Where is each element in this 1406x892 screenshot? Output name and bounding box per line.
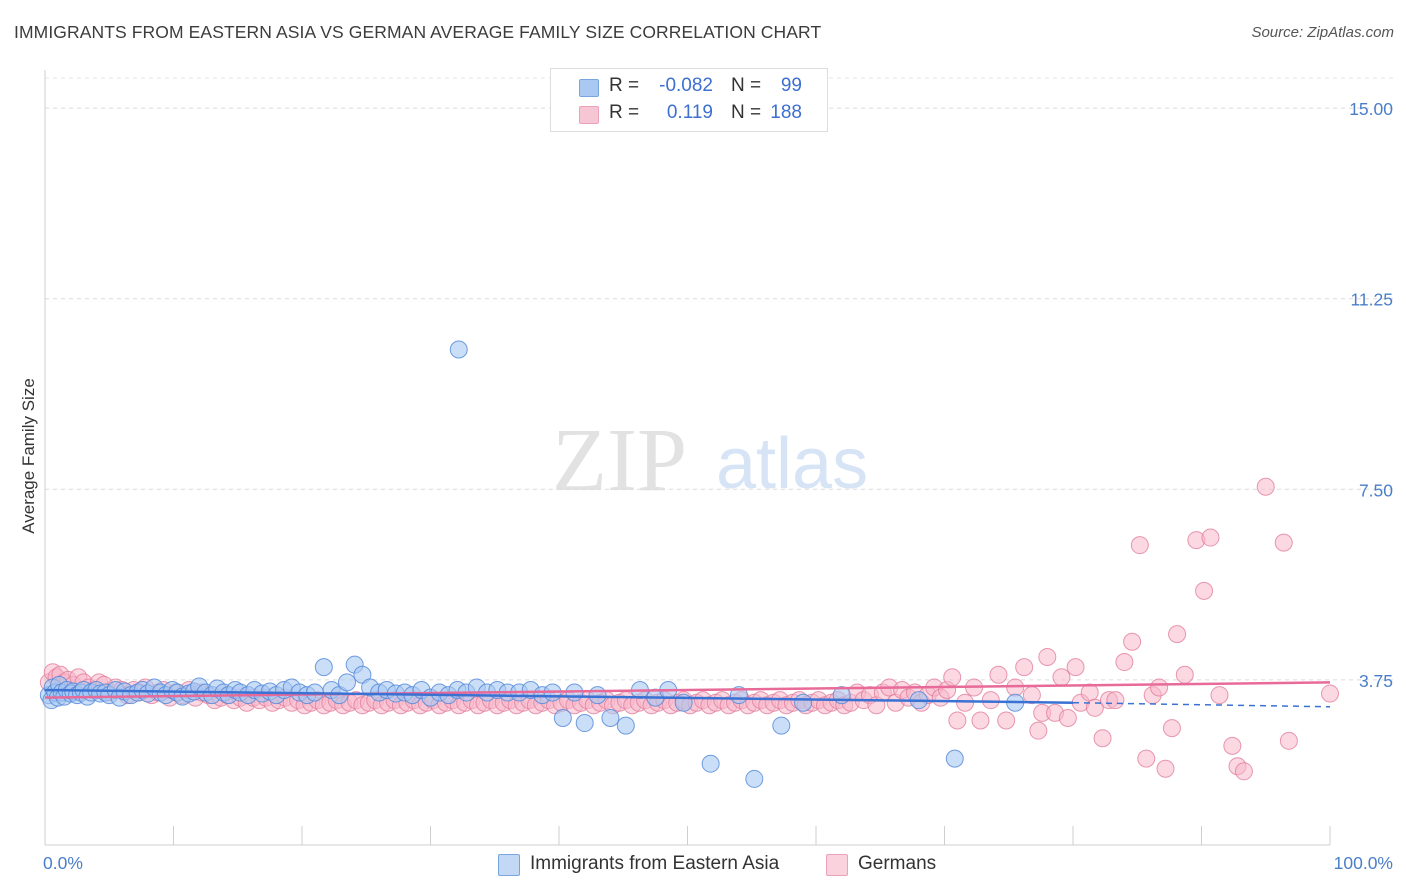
- data-point-germans: [1201, 528, 1220, 547]
- axes: [44, 70, 1331, 846]
- watermark: ZIP atlas: [552, 411, 868, 510]
- data-point-germans: [1006, 678, 1025, 697]
- y-tick-label: 7.50: [1359, 480, 1393, 500]
- data-point-germans: [948, 711, 967, 730]
- data-point-germans: [1093, 729, 1112, 748]
- trend-line-immigrants: [44, 688, 1074, 704]
- data-point-germans: [956, 693, 975, 712]
- data-point-immigrants: [745, 769, 764, 788]
- data-point-immigrants: [314, 658, 333, 677]
- data-point-germans: [971, 711, 990, 730]
- bottom-legend-swatch-pink: [826, 854, 848, 876]
- legend-r-value: -0.082: [659, 75, 713, 96]
- chart-source: Source: ZipAtlas.com: [1251, 24, 1394, 41]
- data-point-germans: [1168, 625, 1187, 644]
- data-point-immigrants: [553, 708, 572, 727]
- legend-row-germans: R = 0.119 N = 188: [551, 101, 827, 127]
- trend-lines: [44, 681, 1331, 708]
- data-point-immigrants: [575, 714, 594, 733]
- data-point-immigrants: [588, 686, 607, 705]
- trend-line-germans: [44, 681, 1331, 699]
- data-point-germans: [1123, 632, 1142, 651]
- data-point-germans: [1223, 736, 1242, 755]
- legend-swatch-pink: [579, 106, 599, 124]
- bottom-legend-label: Immigrants from Eastern Asia: [530, 853, 780, 874]
- data-point-germans: [1137, 749, 1156, 768]
- series-germans: [39, 477, 1339, 781]
- data-point-immigrants: [601, 708, 620, 727]
- data-point-immigrants: [945, 749, 964, 768]
- data-point-germans: [943, 668, 962, 687]
- data-point-immigrants: [616, 716, 635, 735]
- data-point-germans: [981, 691, 1000, 710]
- data-point-germans: [1130, 536, 1149, 555]
- grid-lines: [45, 77, 1395, 681]
- tick-labels: 3.75 7.50 11.25 15.00 0.0% 100.0%: [43, 99, 1393, 873]
- data-point-germans: [1175, 665, 1194, 684]
- data-point-germans: [1256, 477, 1275, 496]
- data-point-germans: [1115, 653, 1134, 672]
- data-point-germans: [1106, 691, 1125, 710]
- data-point-germans: [1195, 581, 1214, 600]
- x-tick-label: 0.0%: [43, 853, 83, 873]
- legend-row-immigrants: R = -0.082 N = 99: [551, 74, 827, 100]
- data-point-germans: [989, 665, 1008, 684]
- data-point-germans: [1150, 678, 1169, 697]
- series-immigrants-eastern-asia: [39, 340, 1025, 788]
- legend-r-label: R =: [609, 102, 640, 123]
- data-point-immigrants: [449, 340, 468, 359]
- data-point-germans: [1080, 683, 1099, 702]
- legend-n-value: 188: [770, 102, 802, 123]
- legend-r-label: R =: [609, 75, 640, 96]
- y-axis-label: Average Family Size: [19, 378, 38, 534]
- data-point-germans: [1279, 731, 1298, 750]
- data-point-germans: [1052, 668, 1071, 687]
- trend-line-immigrants-extension: [1072, 701, 1331, 708]
- y-tick-label: 11.25: [1351, 290, 1394, 310]
- data-point-germans: [1015, 658, 1034, 677]
- data-point-germans: [1038, 647, 1057, 666]
- data-point-immigrants: [337, 673, 356, 692]
- data-point-germans: [997, 711, 1016, 730]
- data-point-germans: [1234, 762, 1253, 781]
- data-point-germans: [1066, 658, 1085, 677]
- legend-n-label: N =: [731, 102, 762, 123]
- data-point-immigrants: [701, 754, 720, 773]
- chart-title: IMMIGRANTS FROM EASTERN ASIA VS GERMAN A…: [14, 22, 822, 42]
- x-tick-label: 100.0%: [1334, 853, 1393, 873]
- legend-n-value: 99: [780, 75, 802, 96]
- data-point-germans: [1321, 684, 1339, 703]
- data-point-immigrants: [794, 693, 813, 712]
- data-point-germans: [1058, 708, 1077, 727]
- data-point-immigrants: [772, 716, 791, 735]
- data-point-germans: [1029, 721, 1048, 740]
- data-point-germans: [1210, 686, 1229, 705]
- data-point-germans: [1156, 759, 1175, 778]
- data-point-germans: [1274, 533, 1293, 552]
- y-tick-label: 3.75: [1359, 671, 1393, 691]
- correlation-legend: R = -0.082 N = 99 R = 0.119 N = 188: [550, 68, 828, 132]
- bottom-legend-swatch-blue: [498, 854, 520, 876]
- watermark-atlas: atlas: [716, 424, 868, 504]
- y-tick-label: 15.00: [1349, 99, 1393, 119]
- legend-r-value: 0.119: [666, 102, 713, 123]
- legend-swatch-blue: [579, 79, 599, 97]
- bottom-legend-label: Germans: [858, 853, 937, 874]
- watermark-zip: ZIP: [552, 411, 687, 510]
- data-point-germans: [1162, 719, 1181, 738]
- legend-n-label: N =: [731, 75, 762, 96]
